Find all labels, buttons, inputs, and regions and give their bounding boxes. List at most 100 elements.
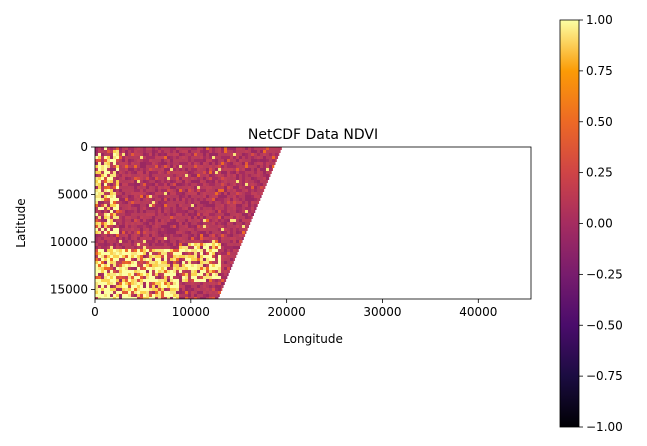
- heatmap-cell: [191, 270, 194, 273]
- heatmap-cell: [212, 153, 215, 156]
- heatmap-cell: [176, 195, 179, 198]
- heatmap-cell: [269, 153, 272, 156]
- heatmap-cell: [209, 222, 212, 225]
- heatmap-cell: [230, 204, 233, 207]
- heatmap-cell: [257, 198, 260, 201]
- heatmap-cell: [155, 282, 158, 285]
- heatmap-cell: [227, 240, 230, 243]
- heatmap-cell: [224, 231, 227, 234]
- heatmap-cell: [143, 168, 146, 171]
- heatmap-cell: [131, 177, 134, 180]
- heatmap-cell: [176, 231, 179, 234]
- heatmap-cell: [149, 177, 152, 180]
- heatmap-cell: [245, 159, 248, 162]
- heatmap-cell: [185, 147, 188, 150]
- heatmap-cell: [185, 294, 188, 297]
- heatmap-cell: [149, 291, 152, 294]
- heatmap-cell: [212, 234, 215, 237]
- heatmap-cell: [134, 222, 137, 225]
- heatmap-cell: [254, 186, 257, 189]
- heatmap-cell: [143, 270, 146, 273]
- heatmap-cell: [185, 270, 188, 273]
- heatmap-cell: [113, 231, 116, 234]
- heatmap-cell: [113, 246, 116, 249]
- heatmap-cell: [230, 234, 233, 237]
- heatmap-cell: [185, 183, 188, 186]
- heatmap-cell: [197, 273, 200, 276]
- heatmap-cell: [179, 186, 182, 189]
- heatmap-cell: [131, 210, 134, 213]
- heatmap-cell: [227, 231, 230, 234]
- heatmap-cell: [266, 156, 269, 159]
- heatmap-cell: [101, 168, 104, 171]
- heatmap-cell: [116, 213, 119, 216]
- heatmap-cell: [104, 189, 107, 192]
- heatmap-cell: [227, 189, 230, 192]
- heatmap-cell: [104, 264, 107, 267]
- heatmap-cell: [143, 252, 146, 255]
- heatmap-cell: [122, 291, 125, 294]
- heatmap-cell: [143, 228, 146, 231]
- heatmap-cell: [137, 258, 140, 261]
- heatmap-cell: [182, 234, 185, 237]
- heatmap-cell: [194, 219, 197, 222]
- heatmap-cell: [224, 171, 227, 174]
- heatmap-cell: [254, 171, 257, 174]
- heatmap-cell: [221, 276, 224, 279]
- heatmap-cell: [122, 147, 125, 150]
- heatmap-cell: [122, 225, 125, 228]
- heatmap-cell: [173, 228, 176, 231]
- heatmap-cell: [215, 222, 218, 225]
- heatmap-cell: [107, 192, 110, 195]
- heatmap-cell: [263, 174, 266, 177]
- heatmap-cell: [182, 297, 185, 299]
- heatmap-cell: [119, 276, 122, 279]
- heatmap-cell: [170, 294, 173, 297]
- heatmap-cell: [185, 264, 188, 267]
- heatmap-cell: [110, 195, 113, 198]
- heatmap-cell: [209, 264, 212, 267]
- heatmap-cell: [188, 270, 191, 273]
- heatmap-cell: [194, 180, 197, 183]
- heatmap-cell: [236, 225, 239, 228]
- heatmap-cell: [104, 162, 107, 165]
- heatmap-cell: [227, 195, 230, 198]
- heatmap-cell: [128, 165, 131, 168]
- heatmap-cell: [104, 171, 107, 174]
- heatmap-cell: [203, 249, 206, 252]
- heatmap-cell: [131, 273, 134, 276]
- heatmap-cell: [185, 273, 188, 276]
- heatmap-cell: [116, 294, 119, 297]
- heatmap-cell: [191, 189, 194, 192]
- heatmap-cell: [203, 186, 206, 189]
- heatmap-cell: [239, 174, 242, 177]
- heatmap-cell: [209, 183, 212, 186]
- heatmap-cell: [131, 180, 134, 183]
- heatmap-cell: [167, 174, 170, 177]
- heatmap-cell: [131, 267, 134, 270]
- heatmap-cell: [158, 186, 161, 189]
- heatmap-cell: [146, 297, 149, 299]
- heatmap-cell: [239, 198, 242, 201]
- heatmap-cell: [155, 246, 158, 249]
- heatmap-cell: [146, 225, 149, 228]
- heatmap-cell: [161, 285, 164, 288]
- heatmap-cell: [209, 255, 212, 258]
- heatmap-cell: [125, 228, 128, 231]
- heatmap-cell: [227, 153, 230, 156]
- heatmap-cell: [263, 171, 266, 174]
- heatmap-cell: [134, 225, 137, 228]
- heatmap-cell: [134, 177, 137, 180]
- heatmap-cell: [242, 210, 245, 213]
- heatmap-cell: [182, 174, 185, 177]
- heatmap-cell: [215, 192, 218, 195]
- heatmap-cell: [179, 255, 182, 258]
- heatmap-cell: [146, 159, 149, 162]
- y-tick-label: 0: [80, 140, 88, 154]
- heatmap-cell: [230, 252, 233, 255]
- heatmap-cell: [215, 276, 218, 279]
- heatmap-cell: [155, 252, 158, 255]
- heatmap-cell: [251, 186, 254, 189]
- heatmap-cell: [203, 156, 206, 159]
- heatmap-cell: [266, 177, 269, 180]
